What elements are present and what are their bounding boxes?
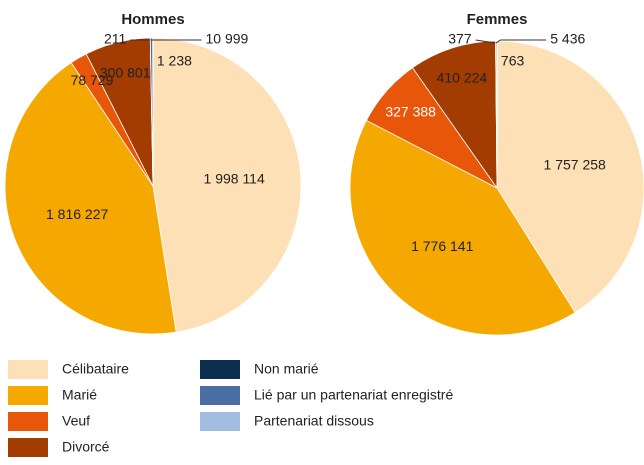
- legend-swatch: [8, 438, 48, 457]
- chart-title: Femmes: [467, 11, 528, 28]
- value-label: 10 999: [206, 31, 249, 47]
- value-label: 211: [104, 31, 127, 47]
- legend-swatch: [8, 412, 48, 431]
- value-label: 1 816 227: [46, 206, 108, 222]
- legend-label: Divorcé: [62, 439, 110, 455]
- legend-swatch: [200, 386, 240, 405]
- value-label: 327 388: [385, 103, 436, 119]
- legend-label: Partenariat dissous: [254, 413, 374, 429]
- legend-label: Lié par un partenariat enregistré: [254, 387, 453, 403]
- legend-label: Célibataire: [62, 361, 129, 377]
- value-label: 377: [448, 31, 472, 47]
- legend-swatch: [200, 360, 240, 379]
- legend-swatch: [8, 360, 48, 379]
- value-label: 763: [501, 53, 525, 69]
- value-label: 1 757 258: [544, 156, 606, 172]
- legend-swatch: [200, 412, 240, 431]
- legend-label: Non marié: [254, 361, 319, 377]
- value-label: 410 224: [437, 70, 488, 86]
- value-label: 1 998 114: [204, 170, 265, 186]
- value-label: 5 436: [550, 31, 585, 47]
- legend-label: Marié: [62, 387, 97, 403]
- value-label: 300 801: [100, 65, 151, 81]
- value-label: 1 238: [157, 53, 192, 69]
- legend-label: Veuf: [62, 413, 90, 429]
- chart-title: Hommes: [121, 11, 184, 28]
- value-label: 1 776 141: [411, 238, 473, 254]
- legend-swatch: [8, 386, 48, 405]
